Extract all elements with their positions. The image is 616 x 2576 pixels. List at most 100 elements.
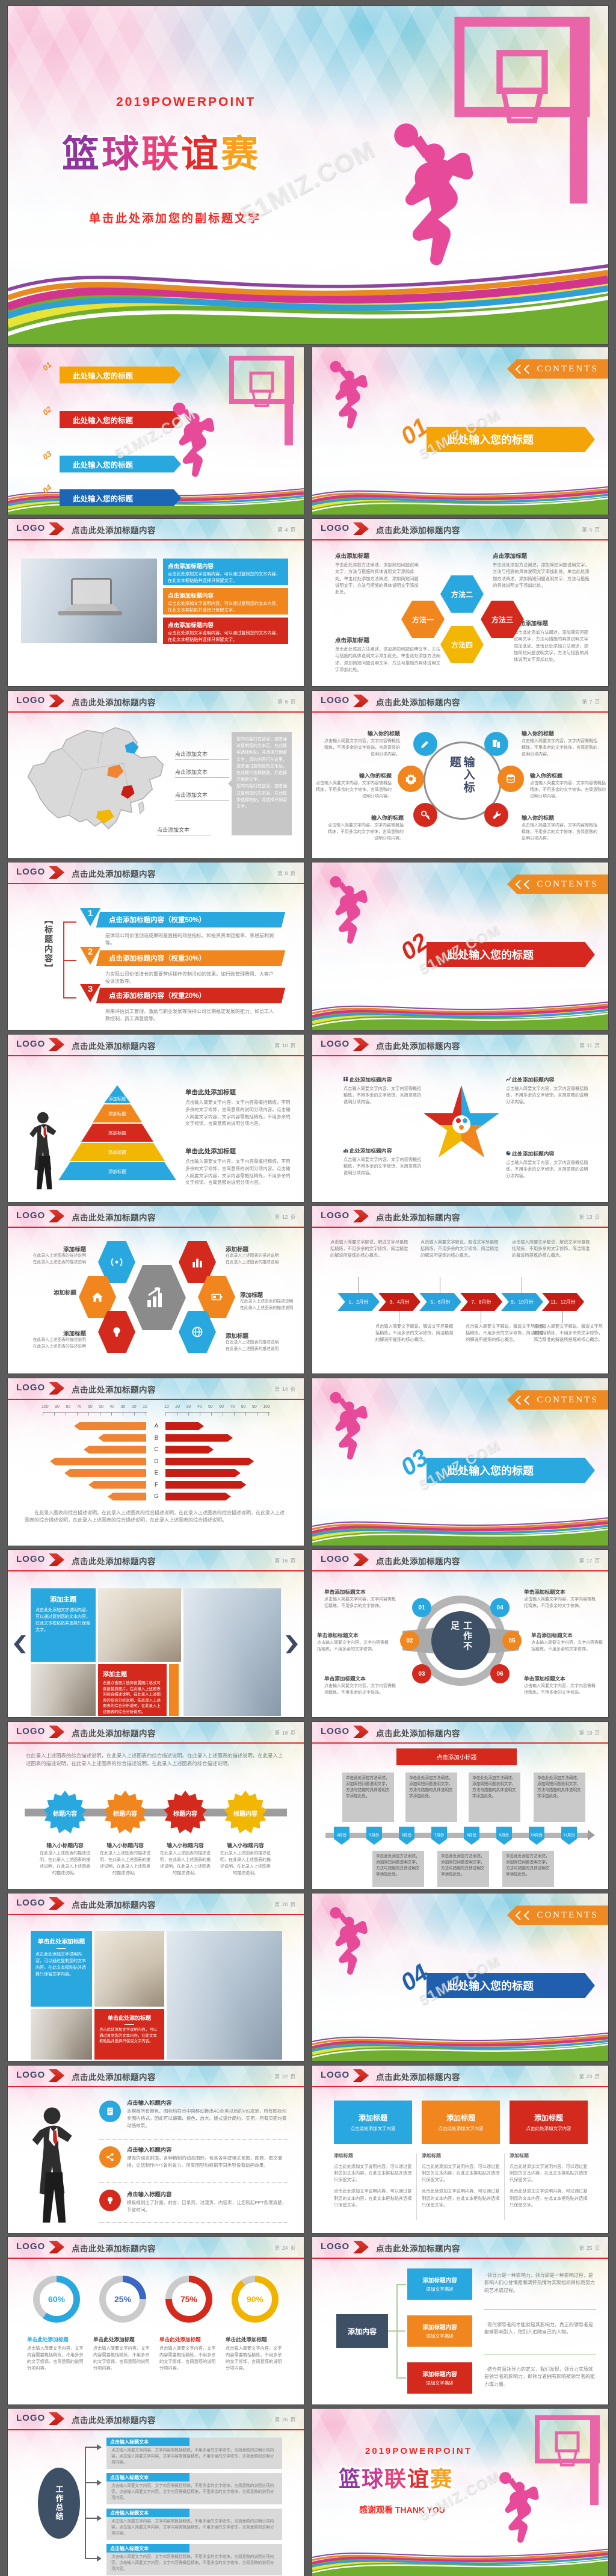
bullet: 现代领导者的才能就是其影响力，真正的领导者是能够影响别人，使别人追随自己的人物。 [484, 2322, 593, 2335]
summary-title: 工作总结 [54, 2485, 64, 2521]
sub-title: 输入小标题内容 [46, 1842, 84, 1848]
signal-icon [111, 1258, 123, 1266]
text-block: 添加标题 在此录入上述图表的描述说明 在此录入上述图表的描述说明 [15, 1245, 86, 1266]
slide-header: LOGO 点击此处添加标题内容 第 10 页 [8, 1035, 304, 1056]
red-arrow-icon [49, 1382, 64, 1395]
badge: 标题内容 [43, 1791, 87, 1834]
method-box: 单击此处添加方法阐述，添加简短问题说明文字，方法与措施的具体说明文字添加此处。 [502, 1851, 554, 1887]
item-title: 此处添加标题内容 [512, 1077, 555, 1083]
col-title: 添加标题 [358, 2114, 387, 2122]
text-block: 添加标题 在此录入上述图表的描述说明 在此录入上述图表的描述说明 [226, 1245, 298, 1266]
timeline-note: 点击输入简要文字解说，解说文字尽量概括精炼，不用多余的文字修饰，简洁精准的解说所… [420, 1239, 499, 1259]
axis-right: 10 20 30 40 50 60 70 80 90 100 [164, 1405, 270, 1409]
small-title: 添加标题 [422, 2153, 441, 2158]
col-body: 点击此处添加文字说明内容，可以通过复制您的文本内容，在此文本框粘贴并选择只保留文… [422, 2164, 500, 2183]
bar-label: 输入文字 [53, 1423, 71, 1429]
star-center [452, 1115, 470, 1133]
slide-header-title: 点击此处添加标题内容 [72, 1042, 156, 1051]
col-body: 点击此处添加文字说明内容，可以通过复制您的文本内容，在此文本框粘贴并选择只保留文… [510, 2188, 588, 2208]
logo: LOGO [321, 1726, 350, 1736]
slide-header-title: 点击此处添加标题内容 [72, 1386, 156, 1395]
contents-ribbon: CONTENTS [507, 359, 608, 379]
bar-chart-icon [192, 1259, 202, 1268]
box-body: 点击此处添加文字说明内容，可以通过复制您的文本内容，在此文本框粘贴并选择只保留文… [168, 571, 280, 583]
photo [167, 1931, 282, 2060]
slide-13: LOGO 点击此处添加标题内容 第 13 页 点击输入简要文字解说，解说文字尽量概括精炼… [312, 1206, 609, 1374]
hexagon-method-1[interactable]: 方法一 [401, 601, 445, 638]
slide-12: LOGO 点击此处添加标题内容第 12 页 添加标题 在此录入上述图表的描述说明 在此录入… [7, 1206, 304, 1374]
chart-caption: 在此录入图表的综合描述说明。在此录入上述图表的综合描述说明，在此录入上述图表的综… [25, 1510, 285, 1523]
page-number: 第 20 页 [274, 1901, 296, 1907]
timeline-note: 点击输入简要文字解说，解说文字尽量概括精炼，不用多余的文字修饰，简洁精准的解说所… [466, 1324, 544, 1343]
red-arrow-icon [49, 1897, 64, 1910]
slide-contents-01: CONTENTS 01 此处输入您的标题 51MIZ.COM [312, 347, 609, 515]
cat: F [154, 1481, 159, 1488]
tick: 80 [66, 1405, 71, 1409]
text-block: 此处添加标题内容 点击输入简要文字内容，文字内容需概括精炼，不用多余的文字修饰，言… [343, 1076, 422, 1105]
toc-item[interactable]: 此处输入您的标题 [60, 367, 181, 383]
bar-right: 输入文字 [165, 1434, 233, 1442]
item-title: 单击此处添加标题 [93, 2336, 135, 2342]
toc-item[interactable]: 此处输入您的标题 [60, 456, 181, 472]
bar-right: 输入文字 [165, 1469, 241, 1477]
axis-line [165, 1412, 270, 1416]
basketball-player-icon [330, 1392, 368, 1460]
slide-header-title: 点击此处添加标题内容 [72, 2416, 156, 2425]
logo: LOGO [321, 695, 350, 705]
toc-item[interactable]: 此处输入您的标题 [60, 411, 181, 428]
hexagon-method-4[interactable]: 方法四 [440, 626, 484, 663]
toc-item[interactable]: 此处输入您的标题 [60, 489, 181, 506]
toc-number: 01 [40, 360, 54, 373]
slide-header-title: 点击此处添加标题内容 [72, 526, 156, 535]
bar-right: 输入文字 [165, 1458, 254, 1466]
next-arrow-icon[interactable] [286, 1635, 298, 1653]
tick: 40 [109, 1405, 115, 1409]
item-body: 点击输入简要文字内容，文字内容需要概括精炼，不用多余的文字修饰，言简意赅的说明分… [159, 2345, 216, 2371]
timeline-note: 点击输入简要文字解说，解说文字尽量概括精炼，不用多余的文字修饰，简洁精准的解说所… [534, 1324, 603, 1343]
connector [396, 2284, 398, 2378]
connector-line [63, 997, 76, 999]
timeline-arrow: 9、10月份 [501, 1293, 543, 1311]
red-arrow-icon [353, 2241, 369, 2253]
text-block: 单击添加标题文本 点击输入简要文字内容，文字内容需概括精炼，不用多余的文字修饰。 [324, 1675, 398, 1697]
prev-arrow-icon[interactable] [14, 1635, 26, 1653]
bar-label: 输入文字 [63, 1447, 81, 1452]
item-title: 添加标题 [226, 1333, 249, 1340]
item-body: 点击输入简要文字内容，文字内容需概括精炼，不用多余的文字修饰，言简意赅的说明分项… [530, 781, 606, 799]
basketball-player-icon [330, 361, 368, 429]
text-block: 输入你的标题 点击输入简要文字内容，文字内容需概括精炼，不用多余的文字修饰，言简意… [323, 729, 400, 758]
speech-bubble: 您的内容打在这里，或者通过复制您的文本后，在此框中选择粘贴，并选择只保留文字。您… [232, 732, 292, 835]
logo: LOGO [16, 1382, 46, 1393]
contents-banner[interactable]: 此处输入您的标题 [427, 1973, 595, 1998]
bar-left: 输入文字 [98, 1434, 146, 1442]
closing-title: 篮球联谊赛 [339, 2462, 453, 2493]
section-title: 单击此处添加标题 [185, 1148, 236, 1155]
map-callout: 点击添加文本 [175, 768, 229, 778]
slide-08: LOGO 点击此处添加标题内容第 8 页 【标题内容】 1 点击添加标题内容（权重50… [7, 862, 304, 1030]
contents-banner[interactable]: 此处输入您的标题 [427, 942, 595, 967]
connector-line [63, 921, 76, 923]
title-char: 球 [102, 134, 142, 175]
hexagon-method-2[interactable]: 方法二 [440, 575, 484, 613]
page-number: 第 23 页 [579, 2073, 600, 2079]
slide-header: LOGO 点击此处添加标题内容 第 26 页 [8, 2409, 304, 2430]
item-title: 添加标题 [63, 1246, 86, 1253]
item-body: 漂亮的动态封面，各种精制的动态图形，包含各种逻辑关系图、图表、图文混排，让您制作… [127, 2155, 283, 2168]
pyramid-layer: 添加标题 [70, 1143, 165, 1161]
column-text: 添加标题点击此处添加文字说明内容，可以通过复制您的文本内容，在此文本框粘贴并选择… [422, 2152, 500, 2208]
logo: LOGO [321, 523, 350, 533]
axis-line [43, 1412, 147, 1416]
text-block: 添加标题 在此录入上述图表的描述说明 在此录入上述图表的描述说明 [226, 1331, 298, 1352]
contents-label: CONTENTS [537, 364, 599, 374]
tick: 60 [87, 1405, 93, 1409]
item-title: 添加标题 [53, 1290, 76, 1296]
title-char: 赛 [221, 134, 261, 175]
box-body: 点击输入简要文字内容，文字内容需概括精炼，不用多余的文字修饰，言简意赅的说明分项… [111, 2525, 274, 2536]
contents-banner[interactable]: 此处输入您的标题 [427, 427, 595, 452]
slide-18: LOGO 点击此处添加标题内容 第 18 页 在此录入上述图表的综合描述说明，在此录入上… [7, 1721, 304, 1890]
contents-banner[interactable]: 此处输入您的标题 [427, 1458, 595, 1483]
bullet-text: · 结合前面领导力的定义，我们发现，领导力实质就是领导者的影响力，即领导者拥有影… [484, 2367, 595, 2387]
item-title: 点击输入标题内容 [127, 2147, 172, 2153]
